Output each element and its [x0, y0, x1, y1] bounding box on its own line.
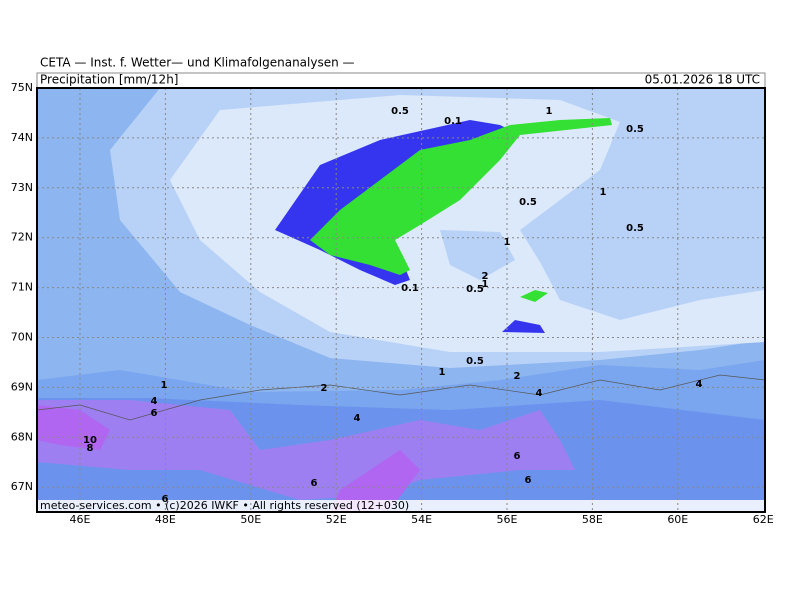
- lat-label: 75N: [11, 81, 33, 94]
- lon-label: 50E: [240, 513, 261, 526]
- contour-label: 4: [151, 396, 158, 407]
- precip-field: [37, 88, 765, 512]
- graticule: [37, 88, 765, 512]
- contour-label: 6: [151, 408, 158, 419]
- contour-label: 6: [525, 475, 532, 486]
- lon-label: 54E: [411, 513, 432, 526]
- lat-label: 71N: [11, 281, 33, 294]
- contour-label: 1: [439, 367, 446, 378]
- contour-label: 8: [87, 443, 94, 454]
- header-title: CETA — Inst. f. Wetter— und Klimafolgena…: [40, 56, 355, 70]
- lat-label: 74N: [11, 131, 33, 144]
- lon-label: 46E: [70, 513, 91, 526]
- lon-label: 60E: [667, 513, 688, 526]
- contour-label: 2: [514, 371, 521, 382]
- contour-label: 0.5: [626, 223, 644, 234]
- lat-label: 70N: [11, 331, 33, 344]
- contour-label: 0.5: [519, 197, 537, 208]
- map-frame: [36, 87, 766, 513]
- contour-label: 6: [514, 451, 521, 462]
- valid-time: 05.01.2026 18 UTC: [645, 73, 760, 87]
- contour-label: 1: [504, 237, 511, 248]
- lat-label: 67N: [11, 480, 33, 493]
- lat-label: 72N: [11, 231, 33, 244]
- contour-label: 6: [162, 494, 169, 505]
- lon-label: 56E: [497, 513, 518, 526]
- contour-label: 0.5: [466, 284, 484, 295]
- contour-label: 1: [161, 380, 168, 391]
- contour-label: 1: [546, 106, 553, 117]
- contour-label: 4: [696, 379, 703, 390]
- contour-label: 0.5: [466, 356, 484, 367]
- contour-label: 0.1: [444, 116, 462, 127]
- contour-label: 2: [482, 271, 489, 282]
- lat-label: 68N: [11, 430, 33, 443]
- contour-label: 4: [354, 413, 361, 424]
- lat-label: 69N: [11, 380, 33, 393]
- footer: meteo-services.com • (c)2026 IWKF • All …: [40, 499, 409, 512]
- lon-label: 62E: [753, 513, 774, 526]
- contour-label: 4: [536, 388, 543, 399]
- lon-label: 58E: [582, 513, 603, 526]
- contour-label: 0.5: [626, 124, 644, 135]
- contour-label: 6: [311, 478, 318, 489]
- lon-label: 48E: [155, 513, 176, 526]
- header-subtitle: Precipitation [mm/12h]: [40, 73, 178, 87]
- contour-label: 1: [600, 187, 607, 198]
- contour-label: 0.1: [401, 283, 419, 294]
- lon-label: 52E: [326, 513, 347, 526]
- contour-label: 2: [321, 383, 328, 394]
- contour-label: 0.5: [391, 106, 409, 117]
- lat-label: 73N: [11, 181, 33, 194]
- contour-label: 10: [83, 435, 97, 446]
- contour-label: 1: [482, 279, 489, 290]
